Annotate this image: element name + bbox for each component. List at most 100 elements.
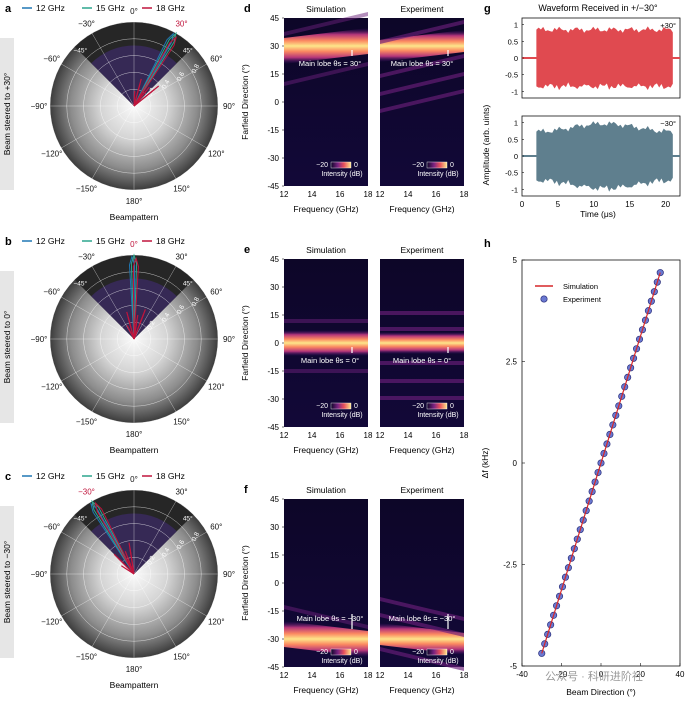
angle-tick-label: 150° — [173, 184, 190, 193]
angle-spoke — [133, 573, 177, 647]
scatter-xtick-label: 40 — [676, 670, 685, 679]
heatmap-xtick-label: 14 — [404, 431, 413, 440]
heatmap-ylabel: Farfield Direction (°) — [240, 305, 250, 381]
polar-xlabel: Beampattern — [110, 212, 159, 222]
main-lobe-annotation: Main lobe θs = 0° — [301, 356, 359, 365]
heatmap-ytick-label: 0 — [275, 98, 280, 107]
polar-xlabel: Beampattern — [110, 445, 159, 455]
legend-exp-swatch — [540, 295, 548, 303]
legend-label-18ghz: 18 GHz — [156, 471, 185, 481]
beam-side-lobe — [126, 556, 135, 575]
beam-main-lobe — [133, 35, 178, 107]
watermark: 公众号 · 科研进阶社 — [545, 669, 643, 683]
main-lobe-annotation: Main lobe θs = −30° — [297, 614, 364, 623]
side-label: Beam steered to +30° — [2, 73, 12, 156]
waveform-xtick-label: 10 — [589, 200, 598, 209]
scatter-panel: h 5 2.5 0 -2.5 -5-40 -20 0 20 40 Simulation Expe… — [480, 238, 685, 697]
panel-label-f: f — [244, 484, 248, 496]
main-lobe-band — [380, 332, 464, 354]
angle-tick-label: 180° — [126, 197, 143, 206]
panel-label-e: e — [244, 244, 250, 256]
heatmap-column: d Farfield Direction (°) 45 30 15 0 -15 -30 -45 S… — [240, 3, 469, 695]
angle-tick-label: −60° — [43, 288, 60, 297]
heatmap-xtick-label: 14 — [308, 431, 317, 440]
colorbar-label: Intensity (dB) — [321, 658, 362, 665]
angle-tick-label: 60° — [210, 523, 222, 532]
beam-side-lobe — [127, 317, 135, 340]
side-lobe-band — [380, 89, 464, 113]
side-lobe-band — [380, 597, 464, 621]
angle-spoke — [61, 296, 135, 340]
legend-label-18ghz: 18 GHz — [156, 236, 185, 246]
angle-spoke — [133, 531, 207, 575]
radial-tick-label: 0.8 — [191, 63, 202, 75]
waveform-xtick-label: 5 — [556, 200, 561, 209]
angle-tick-label: 60° — [210, 288, 222, 297]
polar-panel-a: a 12 GHz 15 GHz 18 GHz Beam steered to +30° 0… — [0, 3, 235, 222]
scatter-ylabel: Δf (kHz) — [480, 447, 490, 478]
heatmap-ytick-label: 0 — [275, 339, 280, 348]
heatmap-ytick-label: 30 — [270, 283, 279, 292]
heatmap-ytick-label: 0 — [275, 579, 280, 588]
waveform-label: −30° — [660, 119, 676, 128]
angle-tick-label: 30° — [175, 253, 187, 262]
angle-tick-label: 90° — [223, 570, 235, 579]
panel-label-g: g — [484, 3, 491, 15]
angle-tick-label: −120° — [41, 618, 62, 627]
radial-tick-label: 0.8 — [191, 296, 202, 308]
heatmap-ytick-label: -30 — [267, 635, 279, 644]
colorbar — [330, 402, 352, 410]
scatter-xtick-label: -20 — [556, 670, 568, 679]
waveform-xtick-label: 15 — [625, 200, 634, 209]
beam-side-lobe — [133, 314, 144, 340]
panel-label-b: b — [5, 236, 12, 248]
heatmap-ytick-label: 15 — [270, 311, 279, 320]
angle-spoke — [133, 296, 207, 340]
heatmap-ytick-label: 15 — [270, 70, 279, 79]
wedge-tick-label: 45° — [183, 46, 193, 54]
beam-main-lobe — [91, 499, 135, 575]
angle-spoke — [61, 573, 135, 617]
angle-spoke — [133, 338, 177, 412]
waveform-ytick-label: 0.5 — [508, 37, 518, 46]
angle-tick-label: 180° — [126, 665, 143, 674]
colorbar-high: 0 — [450, 162, 454, 169]
colorbar-low: −20 — [412, 649, 424, 656]
wedge-tick-label: −45° — [73, 279, 87, 287]
main-lobe-band — [284, 330, 368, 356]
scatter-ytick-label: -2.5 — [503, 561, 517, 570]
heatmap-title: Simulation — [306, 485, 346, 495]
scatter-ytick-label: 5 — [513, 256, 518, 265]
side-label-box — [0, 506, 14, 658]
waveform-label: +30° — [660, 21, 676, 30]
angle-tick-label: −150° — [76, 184, 97, 193]
angle-tick-label: 0° — [130, 240, 138, 249]
angle-tick-label: 90° — [223, 335, 235, 344]
heatmap-ytick-label: 45 — [270, 255, 279, 264]
angle-spoke — [133, 266, 177, 340]
heatmap-xtick-label: 18 — [460, 190, 469, 199]
heatmap-xtick-label: 16 — [336, 671, 345, 680]
legend-label-12ghz: 12 GHz — [36, 236, 65, 246]
heatmap-xlabel: Frequency (GHz) — [389, 445, 454, 455]
radial-tick-label: 0.6 — [176, 304, 187, 316]
heatmap-xtick-label: 16 — [432, 190, 441, 199]
angle-tick-label: 30° — [175, 488, 187, 497]
colorbar-low: −20 — [316, 403, 328, 410]
radial-tick-label: 0.2 — [146, 555, 157, 567]
waveform-ytick-label: 0 — [514, 152, 518, 161]
radial-tick-label: 0.6 — [176, 539, 187, 551]
heatmap-xtick-label: 18 — [364, 431, 373, 440]
heatmap-xtick-label: 14 — [308, 671, 317, 680]
wedge-tick-label: −45° — [73, 514, 87, 522]
beam-main-lobe — [132, 256, 139, 340]
waveform-ytick-label: 1 — [514, 119, 518, 128]
heatmap-panel-f: f Farfield Direction (°) 45 30 15 0 -15 -30 -45 S… — [240, 484, 469, 695]
polar-panel-b: b 12 GHz 15 GHz 18 GHz Beam steered to 0° 0.2… — [0, 236, 235, 455]
heatmap-xtick-label: 18 — [460, 431, 469, 440]
colorbar — [330, 648, 352, 656]
wedge-tick-label: 45° — [183, 514, 193, 522]
simulation-line — [541, 272, 661, 654]
colorbar-label: Intensity (dB) — [417, 412, 458, 419]
angle-spoke — [61, 63, 135, 107]
